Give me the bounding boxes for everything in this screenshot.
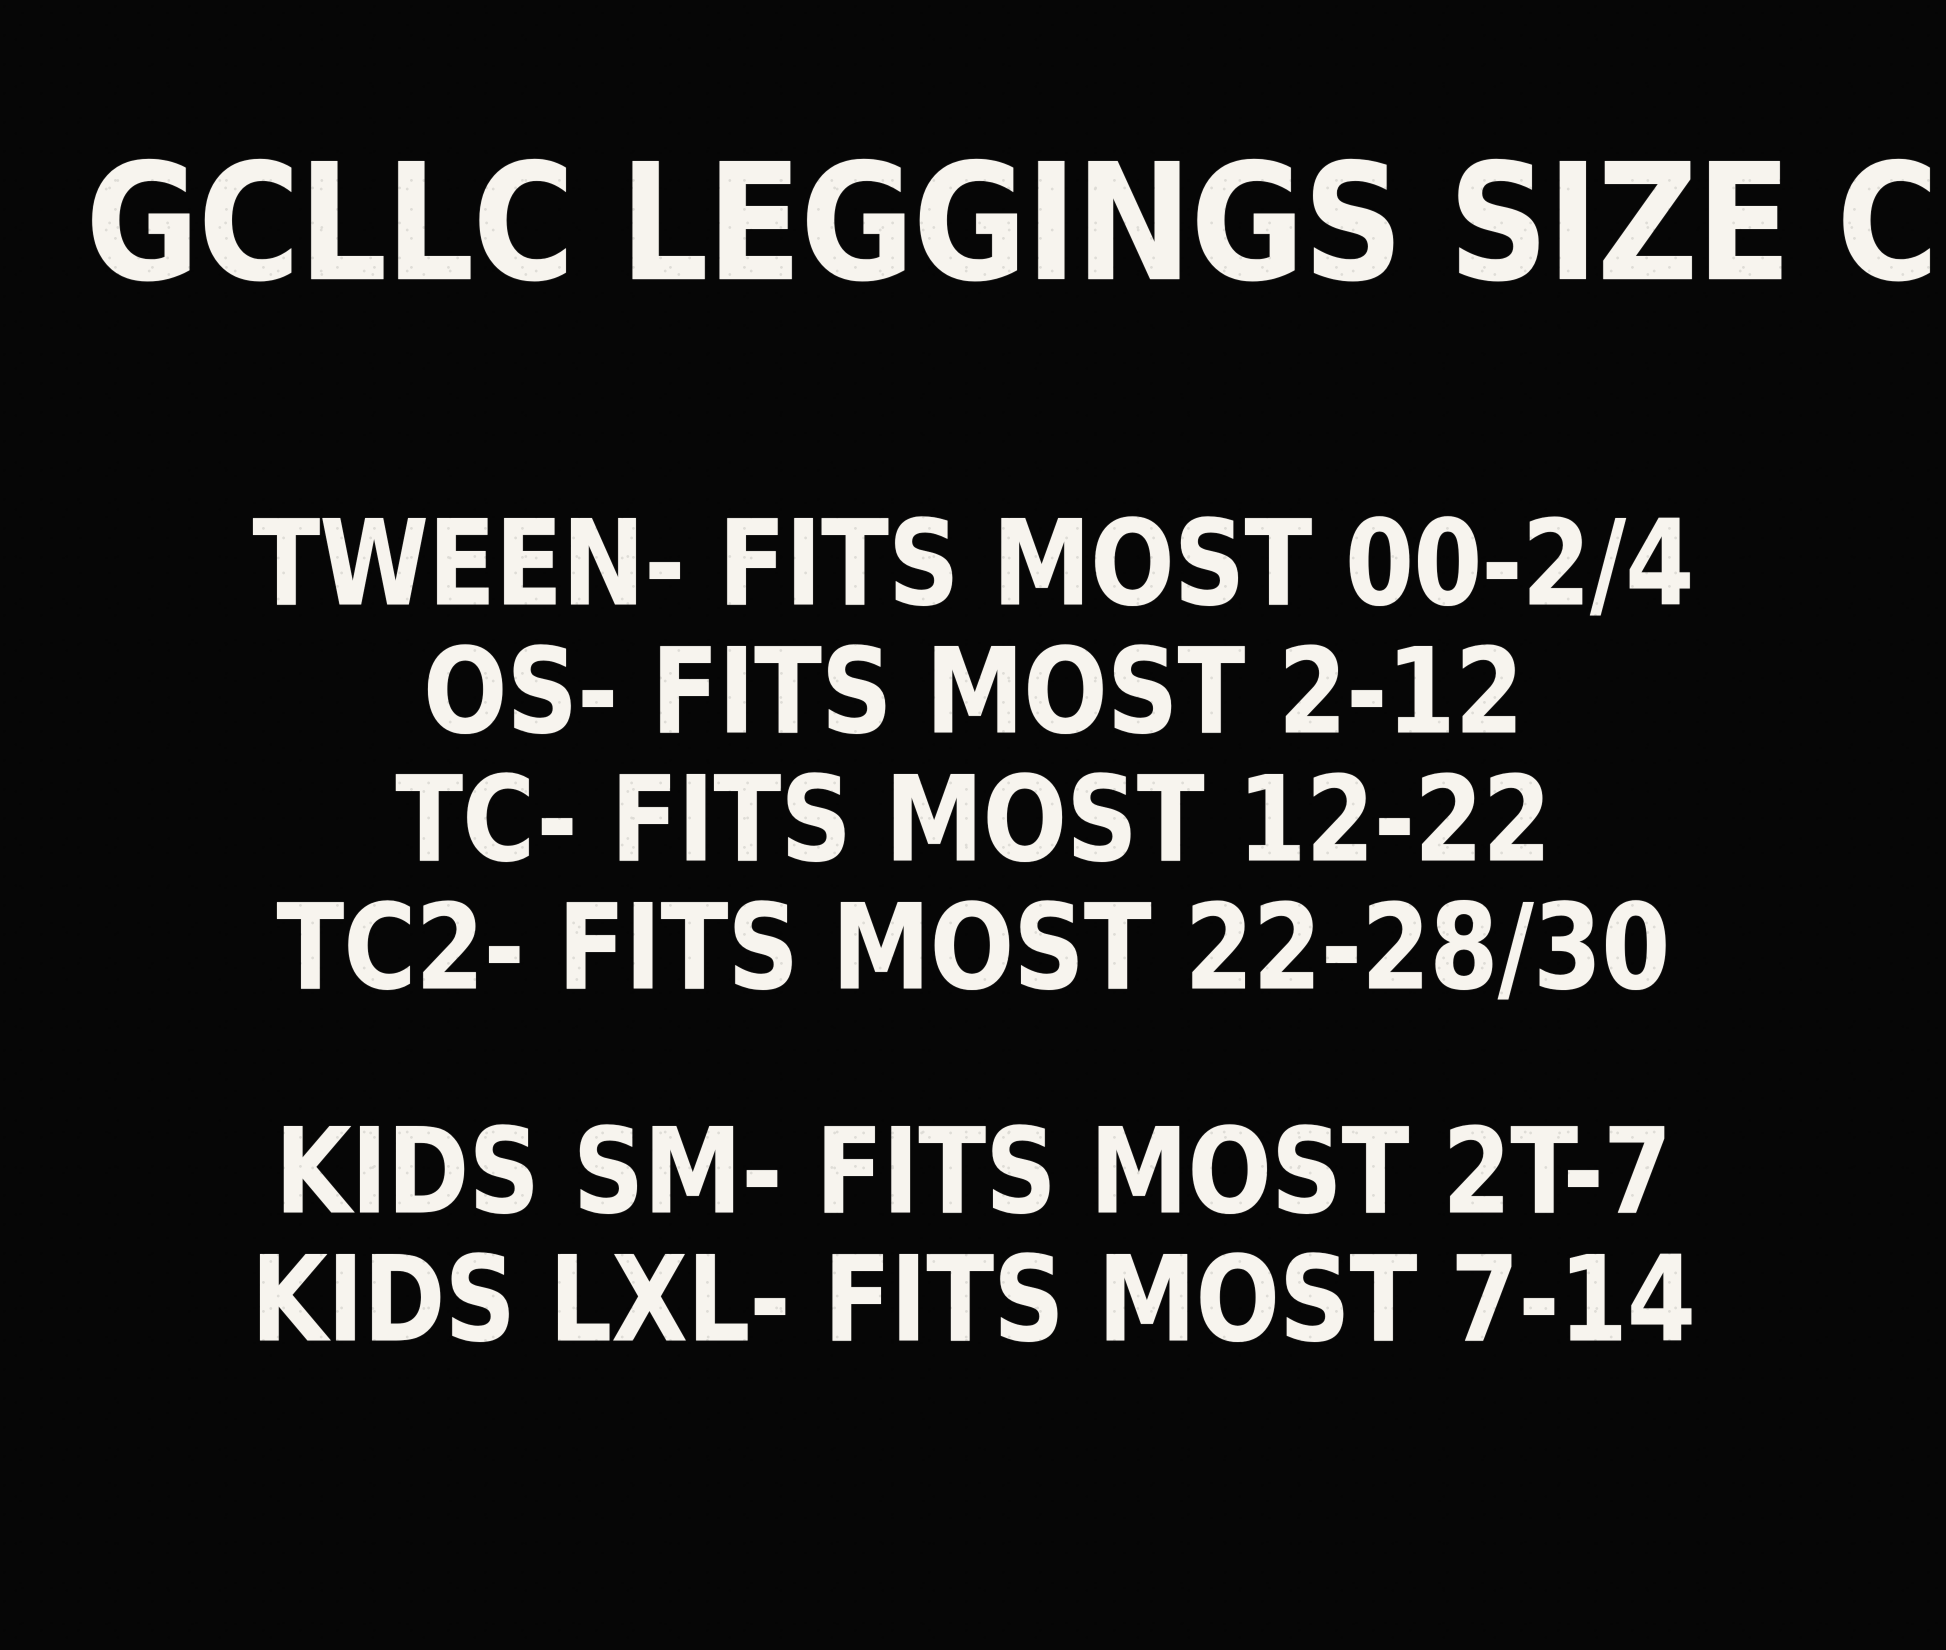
page-title: GCLLC LEGGINGS SIZE CHART	[85, 129, 1946, 318]
size-line-tc: TC- FITS MOST 12-22	[395, 751, 1551, 890]
size-line-kids-sm: KIDS SM- FITS MOST 2T-7	[274, 1103, 1672, 1242]
size-line-tween: TWEEN- FITS MOST 00-2/4	[252, 495, 1694, 634]
size-line-os: OS- FITS MOST 2-12	[422, 623, 1524, 762]
size-line-tc2: TC2- FITS MOST 22-28/30	[276, 879, 1671, 1018]
size-line-kids-lxl: KIDS LXL- FITS MOST 7-14	[250, 1231, 1696, 1370]
kids-size-group: KIDS SM- FITS MOST 2T-7 KIDS LXL- FITS M…	[0, 1104, 1946, 1370]
title-block: GCLLC LEGGINGS SIZE CHART	[0, 42, 1946, 393]
adult-size-group: TWEEN- FITS MOST 00-2/4 OS- FITS MOST 2-…	[0, 496, 1946, 1018]
